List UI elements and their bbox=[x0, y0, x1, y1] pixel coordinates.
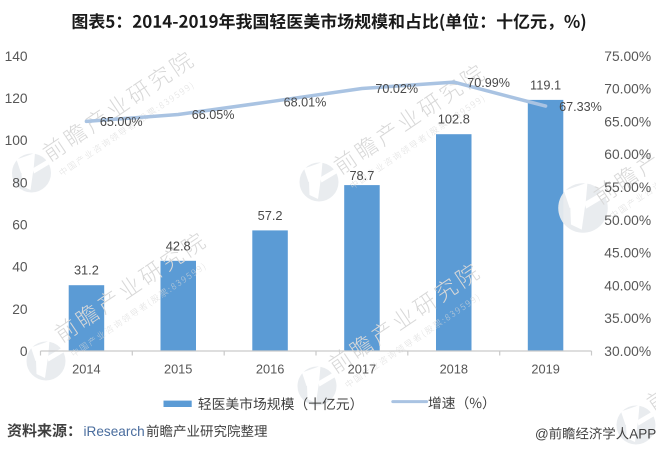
svg-text:2017: 2017 bbox=[348, 361, 376, 376]
svg-text:60.00%: 60.00% bbox=[604, 147, 651, 162]
svg-text:65.00%: 65.00% bbox=[604, 114, 651, 129]
svg-text:@: @ bbox=[535, 426, 549, 441]
svg-text:57.2: 57.2 bbox=[258, 208, 283, 223]
svg-text:78.7: 78.7 bbox=[349, 168, 374, 183]
svg-text:75.00%: 75.00% bbox=[604, 49, 651, 64]
svg-text:31.2: 31.2 bbox=[74, 263, 99, 278]
svg-text:APP: APP bbox=[629, 426, 656, 441]
svg-text:50.00%: 50.00% bbox=[604, 213, 651, 228]
svg-text:102.8: 102.8 bbox=[438, 112, 470, 127]
svg-text:119.1: 119.1 bbox=[530, 77, 561, 92]
svg-text:120: 120 bbox=[5, 91, 28, 106]
svg-text:140: 140 bbox=[5, 49, 28, 64]
svg-text:2019: 2019 bbox=[531, 361, 559, 376]
svg-text:65.00%: 65.00% bbox=[100, 115, 143, 129]
svg-text:0: 0 bbox=[20, 344, 28, 359]
svg-text:35.00%: 35.00% bbox=[604, 311, 651, 326]
svg-text:2016: 2016 bbox=[256, 361, 284, 376]
svg-text:42.8: 42.8 bbox=[166, 238, 191, 253]
svg-text:2015: 2015 bbox=[164, 361, 192, 376]
svg-text:55.00%: 55.00% bbox=[604, 180, 651, 195]
svg-text:40.00%: 40.00% bbox=[604, 278, 651, 293]
svg-text:30.00%: 30.00% bbox=[604, 344, 651, 359]
svg-text:70.02%: 70.02% bbox=[375, 82, 418, 96]
svg-text:67.33%: 67.33% bbox=[559, 100, 602, 114]
svg-text:100: 100 bbox=[5, 133, 28, 148]
svg-text:70.99%: 70.99% bbox=[467, 76, 510, 90]
svg-text:66.05%: 66.05% bbox=[192, 108, 235, 122]
svg-text:70.00%: 70.00% bbox=[604, 82, 651, 97]
svg-text:60: 60 bbox=[12, 218, 28, 233]
svg-text:iResearch: iResearch bbox=[84, 424, 145, 439]
svg-text:40: 40 bbox=[12, 260, 28, 275]
svg-text:2018: 2018 bbox=[440, 361, 468, 376]
svg-text:80: 80 bbox=[12, 175, 28, 190]
svg-text:2014: 2014 bbox=[72, 361, 100, 376]
svg-text:68.01%: 68.01% bbox=[284, 95, 327, 109]
svg-text:45.00%: 45.00% bbox=[604, 246, 651, 261]
svg-text:20: 20 bbox=[12, 302, 28, 317]
